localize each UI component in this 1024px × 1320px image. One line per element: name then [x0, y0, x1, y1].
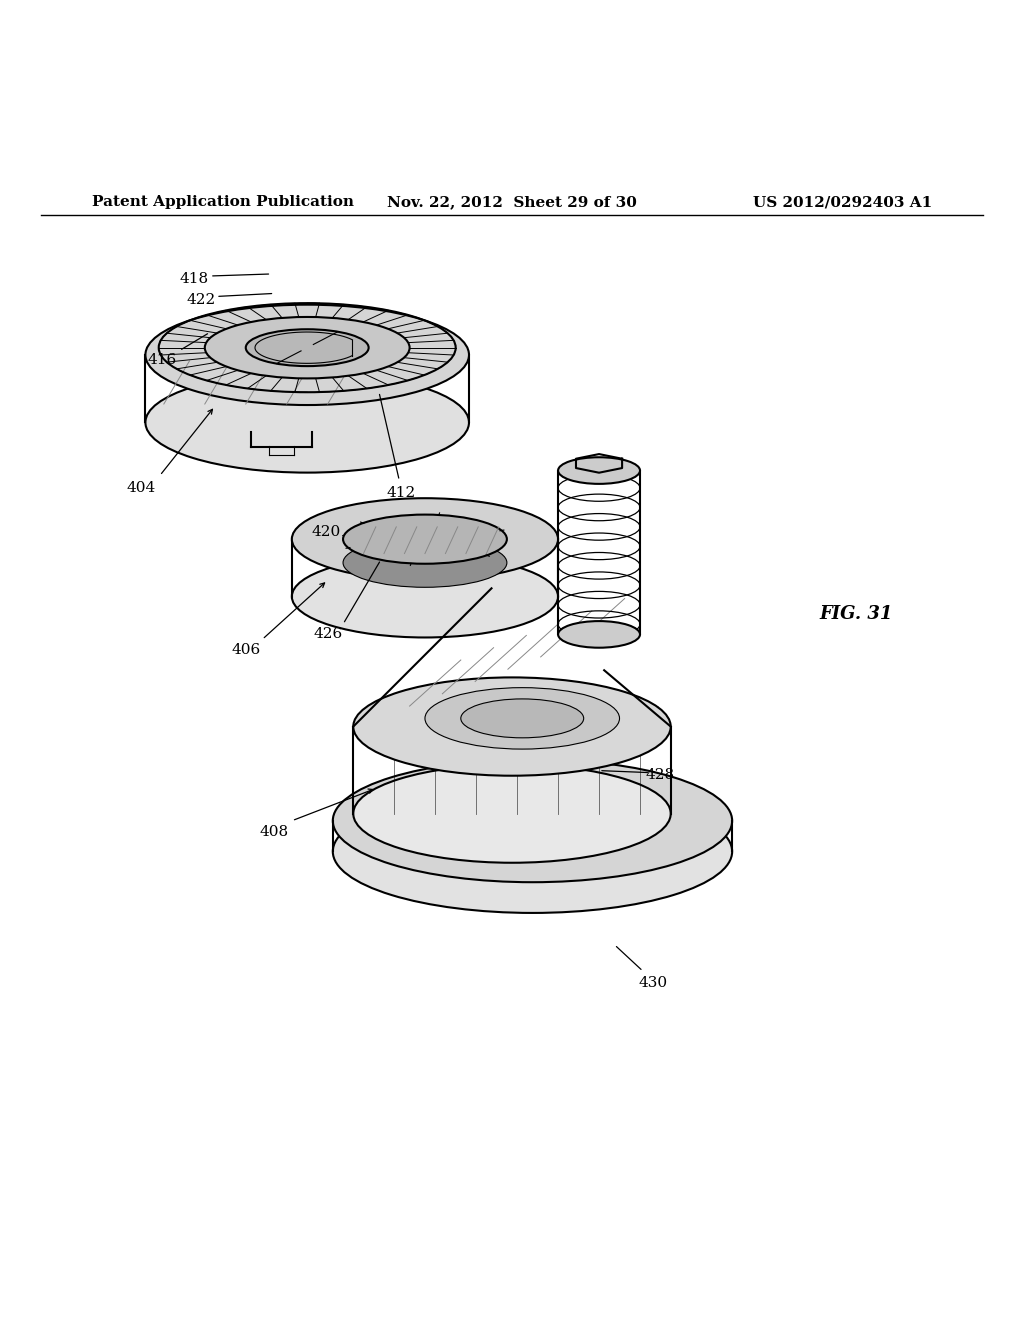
Ellipse shape: [246, 329, 369, 366]
Text: 404: 404: [127, 480, 156, 495]
Ellipse shape: [461, 698, 584, 738]
Text: 408: 408: [260, 825, 289, 840]
Text: 422: 422: [186, 293, 215, 306]
Ellipse shape: [425, 688, 620, 748]
Ellipse shape: [145, 305, 469, 405]
Text: FIG. 31: FIG. 31: [819, 605, 893, 623]
Text: 412: 412: [387, 486, 416, 500]
Text: 416: 416: [147, 352, 176, 367]
Ellipse shape: [343, 515, 507, 564]
Ellipse shape: [343, 539, 507, 587]
Ellipse shape: [558, 622, 640, 648]
Ellipse shape: [333, 759, 732, 882]
Ellipse shape: [558, 457, 640, 484]
Text: 430: 430: [639, 975, 668, 990]
Text: 428: 428: [646, 768, 675, 781]
Text: Patent Application Publication: Patent Application Publication: [92, 195, 354, 209]
Ellipse shape: [333, 791, 732, 913]
Ellipse shape: [145, 372, 469, 473]
Ellipse shape: [353, 764, 671, 863]
Ellipse shape: [205, 317, 410, 379]
Ellipse shape: [353, 677, 671, 776]
Text: Nov. 22, 2012  Sheet 29 of 30: Nov. 22, 2012 Sheet 29 of 30: [387, 195, 637, 209]
Text: 426: 426: [313, 627, 342, 642]
Ellipse shape: [292, 498, 558, 579]
Text: 420: 420: [311, 525, 340, 539]
Text: 418: 418: [180, 272, 209, 286]
Text: US 2012/0292403 A1: US 2012/0292403 A1: [753, 195, 932, 209]
Text: 434: 434: [633, 706, 662, 721]
Ellipse shape: [292, 556, 558, 638]
Text: 406: 406: [231, 643, 260, 657]
